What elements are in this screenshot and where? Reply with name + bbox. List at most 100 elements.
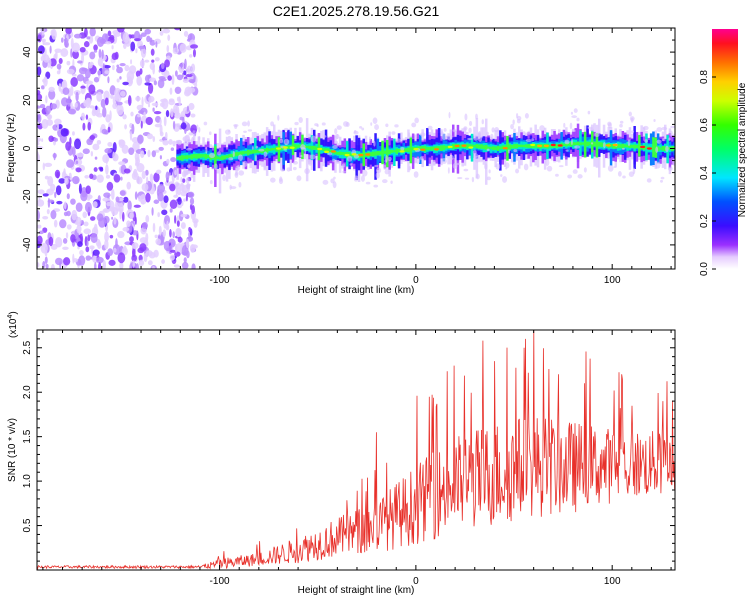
noise-speckle bbox=[73, 33, 82, 39]
halo-speckle bbox=[569, 122, 573, 130]
halo-speckle bbox=[539, 125, 545, 132]
noise-speckle bbox=[112, 96, 116, 105]
halo-speckle bbox=[407, 132, 411, 138]
signal-band-cell bbox=[440, 145, 443, 151]
noise-speckle bbox=[83, 41, 90, 48]
noise-speckle bbox=[70, 48, 73, 58]
noise-speckle bbox=[170, 157, 177, 163]
halo-speckle bbox=[254, 154, 258, 162]
noise-speckle bbox=[190, 113, 196, 118]
halo-speckle bbox=[565, 149, 569, 152]
noise-speckle bbox=[140, 32, 147, 37]
noise-speckle bbox=[75, 160, 79, 165]
noise-speckle bbox=[103, 90, 110, 101]
signal-band-cell bbox=[338, 151, 342, 156]
noise-speckle bbox=[130, 111, 134, 117]
ridge-peak bbox=[344, 153, 350, 157]
noise-speckle bbox=[88, 62, 93, 69]
noise-speckle bbox=[152, 65, 155, 75]
signal-band-cell bbox=[527, 144, 530, 148]
noise-speckle bbox=[66, 68, 75, 75]
noise-speckle bbox=[58, 82, 62, 92]
halo-speckle bbox=[531, 138, 535, 142]
halo-speckle bbox=[432, 159, 436, 166]
noise-speckle bbox=[172, 140, 176, 147]
noise-speckle bbox=[106, 181, 114, 191]
x-tick-label: 100 bbox=[604, 576, 621, 587]
noise-speckle bbox=[158, 146, 164, 151]
noise-speckle bbox=[74, 158, 83, 166]
halo-speckle bbox=[341, 163, 346, 168]
noise-speckle bbox=[145, 250, 153, 257]
halo-speckle bbox=[502, 176, 508, 183]
halo-speckle bbox=[628, 171, 635, 177]
signal-band-cell bbox=[178, 155, 182, 161]
halo-speckle bbox=[665, 145, 669, 153]
halo-speckle bbox=[507, 149, 510, 154]
noise-speckle bbox=[84, 175, 89, 179]
halo-speckle bbox=[360, 175, 365, 182]
halo-speckle bbox=[374, 164, 379, 168]
noise-speckle bbox=[53, 219, 58, 228]
halo-speckle bbox=[489, 133, 494, 141]
halo-speckle bbox=[263, 151, 268, 158]
signal-band-cell bbox=[520, 144, 523, 148]
ridge-peak bbox=[289, 146, 295, 149]
signal-band-cell bbox=[254, 138, 257, 162]
ridge-peak bbox=[605, 144, 611, 147]
halo-speckle bbox=[300, 144, 306, 150]
halo-speckle bbox=[359, 126, 363, 129]
halo-speckle bbox=[484, 163, 488, 170]
noise-speckle bbox=[84, 69, 91, 79]
noise-speckle bbox=[188, 54, 193, 58]
noise-speckle bbox=[42, 216, 49, 220]
noise-speckle bbox=[176, 228, 181, 237]
noise-speckle bbox=[145, 192, 151, 203]
noise-speckle bbox=[189, 203, 193, 211]
ridge-peak bbox=[646, 147, 652, 150]
noise-speckle bbox=[120, 139, 126, 147]
noise-speckle bbox=[157, 184, 166, 194]
noise-speckle bbox=[135, 263, 140, 269]
noise-speckle bbox=[93, 76, 100, 83]
noise-speckle bbox=[103, 208, 108, 213]
halo-speckle bbox=[628, 111, 632, 117]
halo-speckle bbox=[473, 135, 479, 141]
noise-speckle bbox=[58, 58, 63, 65]
noise-speckle bbox=[107, 126, 111, 133]
noise-speckle bbox=[42, 193, 49, 197]
halo-speckle bbox=[203, 121, 208, 126]
noise-speckle bbox=[129, 236, 134, 243]
halo-speckle bbox=[310, 135, 317, 143]
noise-speckle bbox=[127, 200, 132, 211]
halo-speckle bbox=[660, 176, 665, 180]
noise-speckle bbox=[86, 196, 91, 201]
signal-band-cell bbox=[598, 142, 601, 147]
halo-speckle bbox=[512, 119, 515, 125]
halo-speckle bbox=[238, 170, 245, 176]
halo-speckle bbox=[304, 168, 310, 175]
noise-speckle bbox=[177, 203, 183, 209]
noise-speckle bbox=[72, 50, 79, 60]
signal-band-cell bbox=[294, 144, 297, 150]
halo-speckle bbox=[296, 175, 302, 182]
signal-band-cell bbox=[499, 146, 502, 150]
noise-speckle bbox=[113, 248, 117, 253]
signal-band-cell bbox=[268, 148, 271, 151]
halo-speckle bbox=[670, 125, 675, 129]
signal-band-cell bbox=[567, 143, 570, 146]
noise-speckle bbox=[109, 110, 112, 121]
noise-speckle bbox=[162, 139, 169, 146]
halo-speckle bbox=[572, 169, 578, 174]
halo-speckle bbox=[354, 175, 359, 180]
halo-speckle bbox=[607, 164, 614, 172]
noise-speckle bbox=[141, 170, 146, 180]
noise-speckle bbox=[104, 70, 110, 75]
noise-speckle bbox=[72, 176, 80, 185]
noise-speckle bbox=[63, 211, 68, 217]
noise-speckle bbox=[86, 97, 92, 107]
noise-speckle bbox=[145, 116, 153, 126]
halo-speckle bbox=[505, 162, 510, 169]
noise-speckle bbox=[189, 197, 195, 205]
signal-band-cell bbox=[668, 146, 672, 150]
